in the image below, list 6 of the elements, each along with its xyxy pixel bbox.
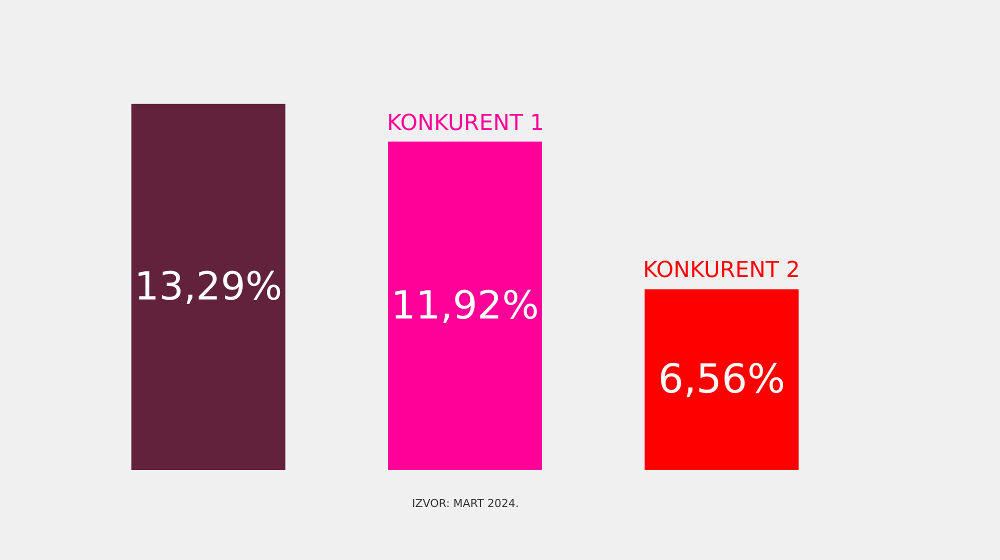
x-tick-label: KONKURENT 2: [643, 258, 800, 283]
data-label: 11,92%: [391, 283, 539, 328]
data-label: 6,56%: [658, 356, 786, 403]
data-label: 13,29%: [134, 264, 282, 310]
x-tick-label: KONKURENT 1: [387, 111, 544, 136]
text: IZVOR: MART 2024.: [412, 497, 519, 510]
